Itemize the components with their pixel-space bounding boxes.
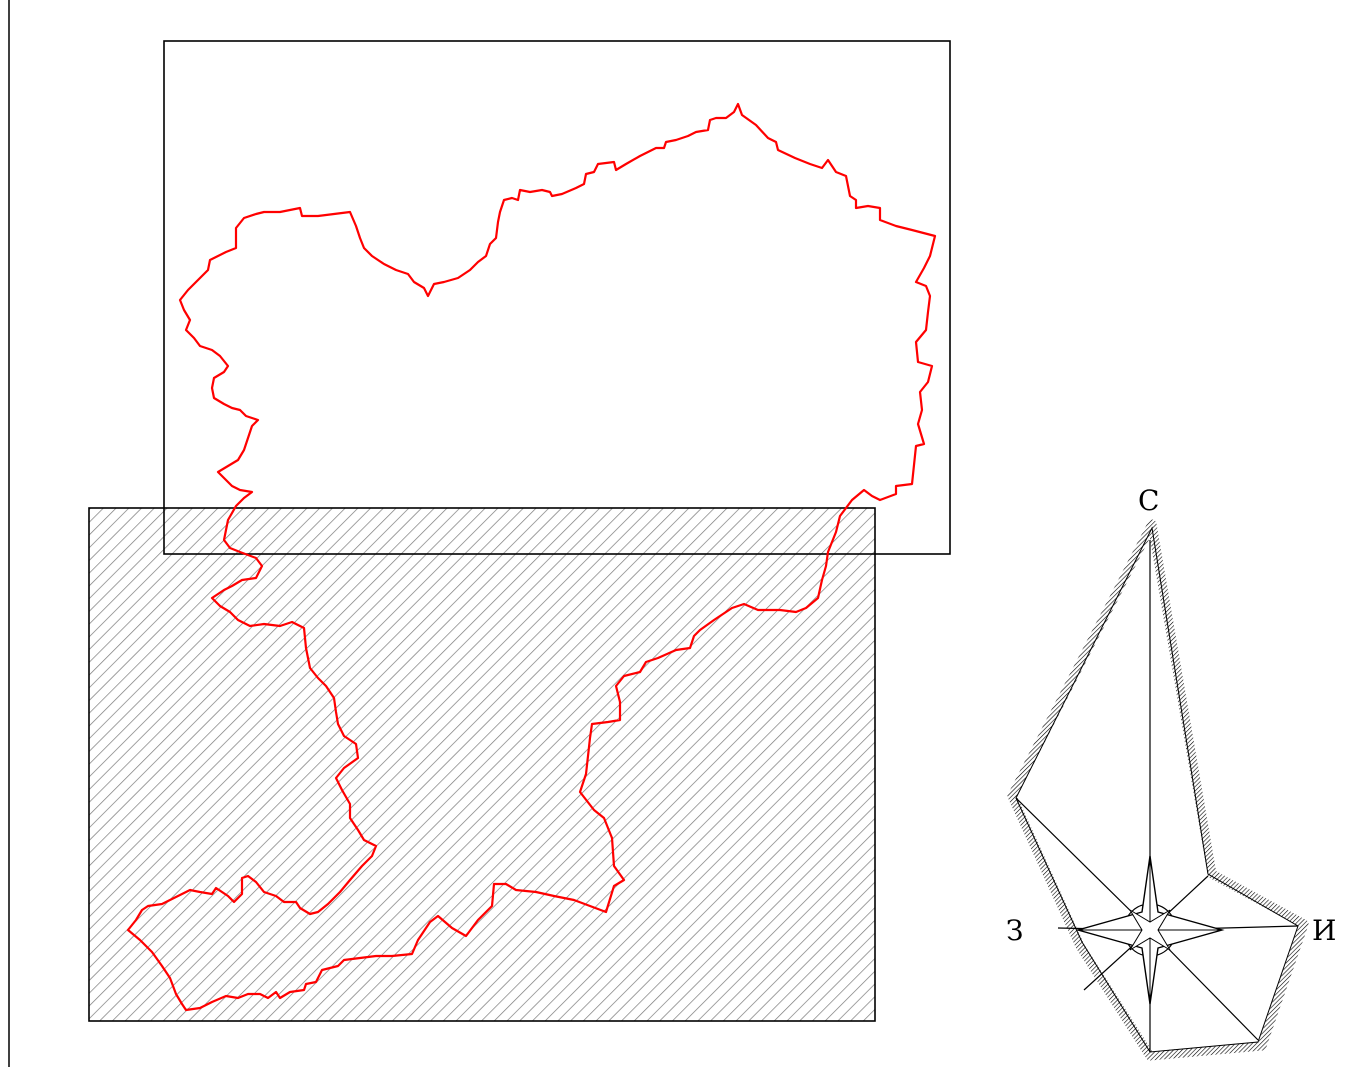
rose-star-diagonal xyxy=(1129,909,1171,951)
lower-frame-hatched xyxy=(88,507,876,1022)
compass-rose: С И З xyxy=(1006,484,1336,1061)
territory-boundary[interactable] xyxy=(126,102,937,1012)
rose-outline-inner xyxy=(1015,526,1299,1053)
compass-west-label: З xyxy=(1006,914,1023,947)
rose-outline-hatched xyxy=(1007,519,1309,1061)
upper-frame xyxy=(163,40,951,555)
compass-east-label: И xyxy=(1312,914,1336,947)
compass-north-label: С xyxy=(1138,484,1159,517)
rose-spoke-nw xyxy=(1015,797,1151,931)
